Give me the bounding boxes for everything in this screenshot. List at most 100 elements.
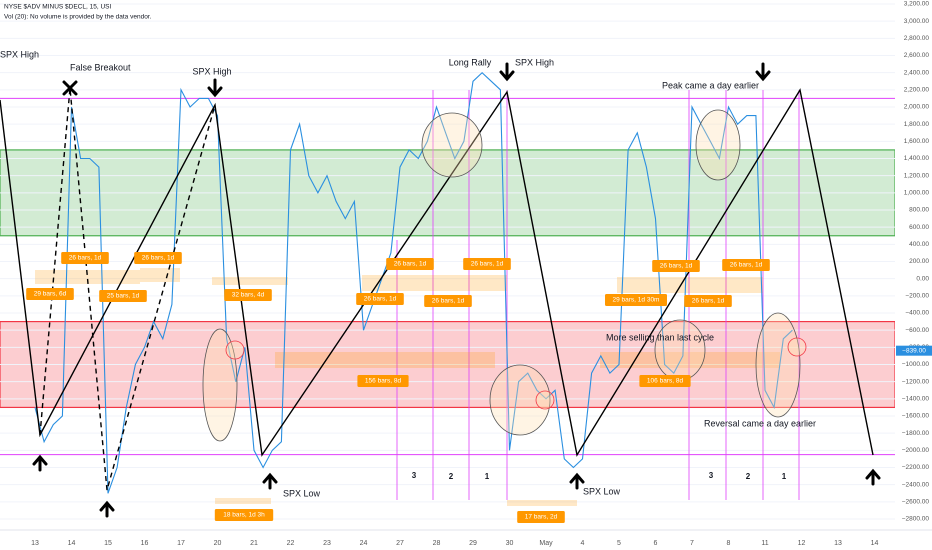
arrows [32, 62, 881, 518]
range-label-box [463, 258, 511, 270]
x-tick-label: 17 [177, 540, 185, 547]
range-label-box [26, 288, 74, 300]
range-label-box [652, 260, 700, 272]
x-tick-label: 6 [654, 540, 658, 547]
x-tick-label: 22 [287, 540, 295, 547]
price-axis [895, 0, 932, 530]
y-tick-label: 1,400.00 [904, 155, 930, 162]
y-tick-label: 2,800.00 [904, 35, 930, 42]
range-label: 156 bars, 8d [365, 378, 402, 385]
x-tick-label: 30 [506, 540, 514, 547]
range-label-box [224, 289, 272, 301]
y-tick-label: 200.00 [909, 258, 929, 265]
y-tick-label: 400.00 [909, 241, 929, 248]
annotation: SPX High [515, 57, 554, 67]
y-tick-label: −1400.00 [902, 396, 930, 403]
x-tick-label: 20 [214, 540, 222, 547]
range-label: 26 bars, 1d [692, 298, 725, 305]
range-label: 32 bars, 4d [232, 292, 265, 299]
y-tick-label: 800.00 [909, 207, 929, 214]
y-tick-label: 1,000.00 [904, 190, 930, 197]
annotation: SPX High [192, 66, 231, 76]
y-tick-label: 3,000.00 [904, 18, 930, 25]
last-value-box [896, 345, 932, 356]
range-label: 25 bars, 1d [107, 293, 140, 300]
y-tick-label: 0.00 [916, 275, 929, 282]
range-label-box [639, 375, 691, 387]
range-label-box [517, 511, 565, 523]
x-tick-label: 16 [141, 540, 149, 547]
x-tick-label: 8 [727, 540, 731, 547]
annotation: 1 [782, 472, 787, 481]
y-tick-label: −600.00 [905, 327, 929, 334]
range-label: 26 bars, 1d [69, 255, 102, 262]
x-tick-label: 5 [617, 540, 621, 547]
x-tick-label: 4 [581, 540, 585, 547]
range-label-box [722, 259, 770, 271]
y-tick-label: 1,800.00 [904, 121, 930, 128]
annotation: Long Rally [449, 57, 492, 67]
range-label: 29 bars, 6d [34, 291, 67, 298]
range-label: 26 bars, 1d [142, 255, 175, 262]
annotation: 2 [746, 472, 751, 481]
range-bars [35, 268, 780, 506]
y-tick-label: 600.00 [909, 224, 929, 231]
y-tick-label: −2400.00 [902, 481, 930, 488]
range-label: 26 bars, 1d [394, 261, 427, 268]
y-tick-label: −1200.00 [902, 378, 930, 385]
trend-lines [0, 87, 874, 491]
y-tick-label: −2200.00 [902, 464, 930, 471]
y-tick-label: −2000.00 [902, 447, 930, 454]
axes: 3,200.00 3,000.00 2,800.00 2,600.00 2,400.00… [31, 1, 932, 547]
range-label-box [356, 293, 404, 305]
y-tick-label: 1,600.00 [904, 138, 930, 145]
header-sub: Vol (20): No volume is provided by the d… [4, 14, 152, 21]
y-tick-label: 2,200.00 [904, 87, 930, 94]
range-label-box [99, 290, 147, 302]
y-tick-label: −2600.00 [902, 499, 930, 506]
y-tick-label: −200.00 [905, 293, 929, 300]
x-tick-label: 13 [834, 540, 842, 547]
y-tick-label: 2,600.00 [904, 52, 930, 59]
annotation: Peak came a day earlier [662, 80, 759, 90]
x-tick-label: 7 [690, 540, 694, 547]
annotation: More selling than last cycle [606, 332, 714, 342]
annotation: SPX Low [283, 488, 321, 498]
x-tick-label: 24 [360, 540, 368, 547]
y-tick-label: −2800.00 [902, 516, 930, 523]
x-tick-label: 23 [323, 540, 331, 547]
range-label-box [424, 295, 472, 307]
highlight-circles [202, 109, 807, 442]
range-label: 26 bars, 1d [471, 261, 504, 268]
range-label-box [605, 294, 667, 306]
range-label-box [386, 258, 434, 270]
range-label: 26 bars, 1d [364, 296, 397, 303]
y-tick-label: 1,200.00 [904, 172, 930, 179]
annotation: Reversal came a day earlier [704, 418, 816, 428]
x-tick-label: May [539, 540, 553, 547]
annotation: 3 [412, 471, 417, 480]
y-tick-label: −1600.00 [902, 413, 930, 420]
x-tick-label: 21 [250, 540, 258, 547]
range-label: 29 bars, 1d 30m [613, 297, 660, 304]
annotation: 3 [709, 471, 714, 480]
x-tick-label: 12 [798, 540, 806, 547]
range-label: 26 bars, 1d [432, 298, 465, 305]
annotation: False Breakout [70, 62, 131, 72]
plot [34, 71, 793, 494]
x-tick-label: 15 [104, 540, 112, 547]
y-tick-label: 2,000.00 [904, 104, 930, 111]
range-label: 106 bars, 8d [647, 378, 684, 385]
x-tick-label: 13 [31, 540, 39, 547]
range-label: 18 bars, 1d 3h [223, 512, 265, 519]
range-label-box [61, 252, 109, 264]
series-line [34, 71, 793, 494]
y-tick-label: −1800.00 [902, 430, 930, 437]
y-tick-label: 3,200.00 [904, 1, 930, 8]
range-label: 17 bars, 2d [525, 514, 558, 521]
range-label-box [357, 375, 409, 387]
header-title: NYSE $ADV MINUS $DECL, 15, USI [4, 4, 111, 11]
range-label-box [214, 509, 274, 521]
